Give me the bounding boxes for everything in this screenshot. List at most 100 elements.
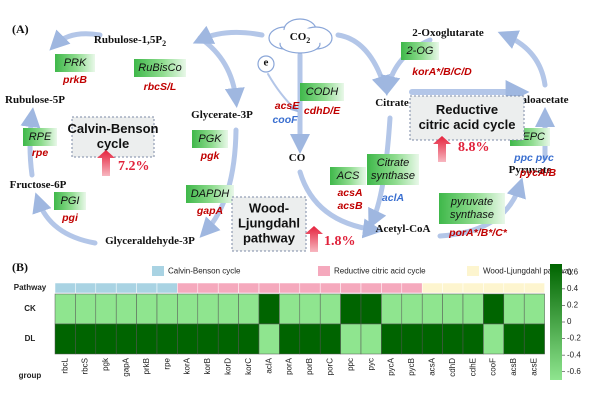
row-label: Pathway (14, 283, 47, 292)
heatmap-cell (156, 323, 178, 355)
pathway-box (71, 116, 155, 158)
gene-label: acsB (337, 200, 363, 212)
pathway-cell (177, 282, 199, 294)
metabolite-text: Glycerate-3P (191, 109, 253, 121)
metabolite-text: Fructose-6P (10, 179, 67, 191)
gene-label: aclA (382, 192, 404, 204)
pathway-cell (523, 282, 545, 294)
pathway-name: citric acid cycle (419, 117, 516, 132)
heatmap-cell (360, 323, 382, 355)
up-arrow (97, 150, 115, 176)
gene-label: korA*/B/C/D (412, 66, 472, 78)
metabolite: Fructose-6P (10, 179, 67, 191)
pathway-cell (503, 282, 525, 294)
heatmap-cell (217, 323, 239, 355)
group-label: group (19, 371, 42, 380)
panel-label: (A) (12, 22, 29, 36)
column-label: korD (224, 358, 233, 375)
legend-swatch (152, 266, 164, 276)
legend-swatch (467, 266, 479, 276)
heatmap-cell (319, 323, 341, 355)
pathway-name: cycle (97, 136, 130, 151)
colorbar-tick-label: 0.4 (567, 284, 579, 293)
metabolite-text: 2-Oxoglutarate (412, 27, 484, 39)
column-label: prkB (142, 358, 151, 374)
gene-label: prkB (62, 74, 87, 86)
column-label: acsE (530, 358, 539, 376)
column-label: rbcS (81, 358, 90, 374)
heatmap-cell (319, 293, 341, 325)
enzyme-box (54, 192, 86, 210)
enzyme-name: synthase (450, 209, 494, 221)
heatmap-cell (95, 293, 117, 325)
legend-swatch (318, 266, 330, 276)
gene-label: cdhD/E (304, 105, 341, 117)
heatmap-cell (238, 293, 260, 325)
enzyme-box (300, 83, 344, 101)
metabolite-text: Pyruvate (509, 164, 552, 176)
heatmap-cell (299, 293, 321, 325)
enzyme-box (55, 54, 95, 72)
column-label: ppc (346, 358, 355, 371)
co2-cloud (268, 18, 333, 54)
column-label: pycB (407, 358, 416, 376)
pathway-cell (95, 282, 117, 294)
heatmap-cell (75, 293, 97, 325)
column-label: korC (244, 358, 253, 375)
heatmap-cell (136, 293, 158, 325)
heatmap-cell (75, 323, 97, 355)
enzyme-name: PGI (61, 195, 80, 207)
enzyme-name: PRK (64, 57, 87, 69)
enzyme-box (401, 42, 439, 60)
panel-a: (A)CO2Rubulose-1,5P2Rubulose-5PGlycerate… (5, 22, 569, 252)
colorbar-tick-label: -0.4 (567, 350, 581, 359)
gene-label: rbcS/L (144, 81, 177, 93)
arrow (192, 25, 265, 44)
heatmap-cell (442, 293, 464, 325)
heatmap-cell (177, 323, 199, 355)
arrow (197, 35, 245, 108)
panel-label: (B) (12, 260, 28, 274)
colorbar-tick-label: -0.6 (567, 367, 581, 376)
metabolite: CO (289, 152, 306, 164)
arrow (335, 32, 391, 96)
gene-label: acsA (337, 187, 362, 199)
pathway-name: Ljungdahl (238, 215, 300, 230)
arrow (32, 192, 98, 246)
enzyme-box (330, 167, 366, 185)
pathway-name: pathway (243, 230, 296, 245)
percent-label: 1.8% (324, 234, 356, 249)
pathway-name: Reductive (436, 102, 498, 117)
pathway-cell (401, 282, 423, 294)
pathway-box (231, 196, 307, 252)
legend-label: Wood-Ljungdahl pathway (483, 267, 573, 276)
enzyme-box (192, 130, 228, 148)
heatmap-cell (95, 323, 117, 355)
enzyme-box (23, 128, 57, 146)
column-label: acsB (509, 358, 518, 376)
heatmap-cell (177, 293, 199, 325)
metabolite: Rubulose-5P (5, 94, 65, 106)
pathway-cell (136, 282, 158, 294)
heatmap-cell (503, 293, 525, 325)
heatmap-cell (115, 323, 137, 355)
pathway-cell (115, 282, 137, 294)
heatmap-cell (401, 323, 423, 355)
percent-label: 7.2% (118, 159, 150, 174)
enzyme-name: CODH (306, 86, 338, 98)
metabolite: 2-Oxoglutarate (412, 27, 484, 39)
panel-b: (B) Calvin-Benson cycle Reductive citric a… (12, 260, 581, 380)
column-label: korB (203, 358, 212, 374)
pathway-name: Wood- (249, 200, 289, 215)
column-label: porB (305, 358, 314, 375)
pathway-cell (258, 282, 280, 294)
up-arrow (433, 136, 451, 162)
column-label: gapA (122, 357, 131, 376)
metabolite: Pyruvate (509, 164, 552, 176)
pathway-cell (462, 282, 484, 294)
column-label: rbcL (60, 357, 69, 373)
metabolite: Glycerate-3P (191, 109, 253, 121)
enzyme-name: pyruvate (450, 196, 493, 208)
heatmap-cell (217, 293, 239, 325)
